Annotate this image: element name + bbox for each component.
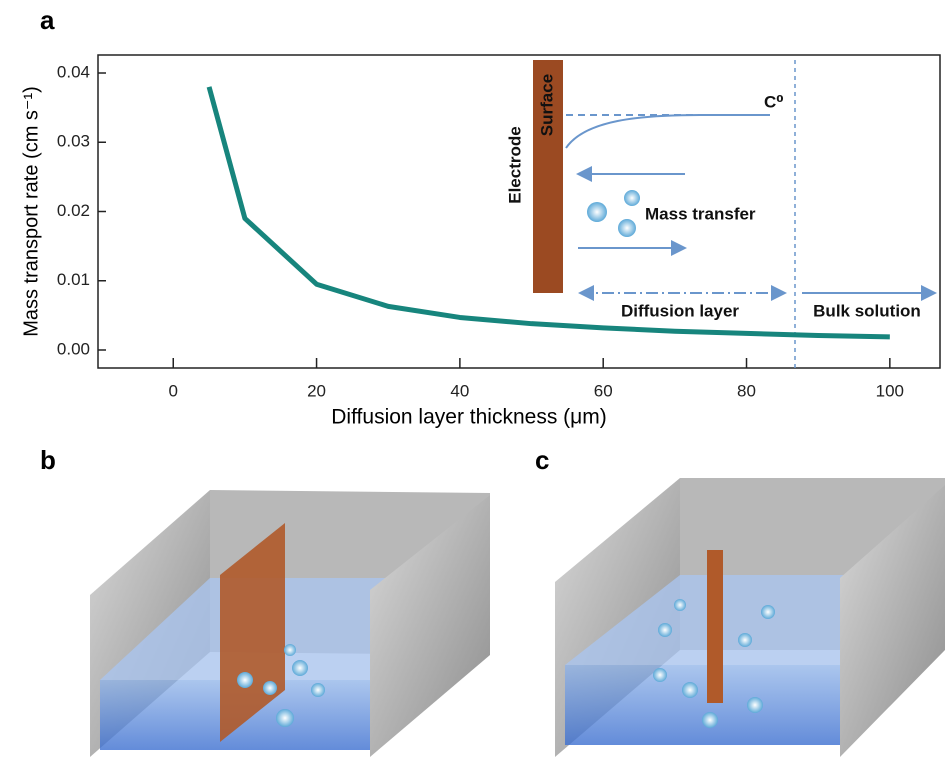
right-wall [840,485,945,757]
molecule [674,599,686,611]
y-tick-label: 0.00 [57,339,90,358]
molecule [587,202,607,222]
electrode [533,60,563,293]
molecule [738,633,752,647]
annotation: C⁰ [764,92,784,111]
molecule [237,672,253,688]
molecule [276,709,294,727]
annotation: Mass transfer [645,204,756,223]
molecule [284,644,296,656]
electrode-rod [707,550,723,703]
annotation: Surface [537,74,556,136]
curve [565,114,701,149]
inset [533,60,937,368]
panel-label: c [535,445,549,475]
x-axis-label: Diffusion layer thickness (μm) [331,406,606,429]
molecule [624,190,640,206]
panel-b-illustration [90,490,490,757]
y-tick-label: 0.01 [57,270,90,289]
y-tick-label: 0.04 [57,62,90,81]
x-tick-label: 60 [594,381,613,400]
molecule [263,681,277,695]
molecule [761,605,775,619]
data-line [206,86,890,340]
y-axis-label: Mass transport rate (cm s⁻¹) [20,86,42,337]
y-tick-label: 0.02 [57,201,90,220]
x-tick-label: 80 [737,381,756,400]
x-tick-label: 40 [450,381,469,400]
x-tick-label: 20 [307,381,326,400]
x-tick-label: 100 [876,381,904,400]
panel-label: b [40,445,56,475]
annotation: Electrode [505,126,524,203]
panel-c-illustration [555,478,945,757]
y-tick-label: 0.03 [57,132,90,151]
molecule [653,668,667,682]
right-wall [370,495,490,757]
molecule [311,683,325,697]
annotation: Diffusion layer [621,301,739,320]
water [565,665,840,745]
annotation: Bulk solution [813,301,921,320]
panel-label: a [40,5,55,35]
molecule [292,660,308,676]
molecule [658,623,672,637]
molecule [702,712,718,728]
molecule [618,219,636,237]
molecule [747,697,763,713]
molecule [682,682,698,698]
plot-area: 0.00 0.01 0.02 0.03 0.04 0 20 40 60 80 100 Diffusio… [20,54,941,429]
x-tick-label: 0 [169,381,178,400]
